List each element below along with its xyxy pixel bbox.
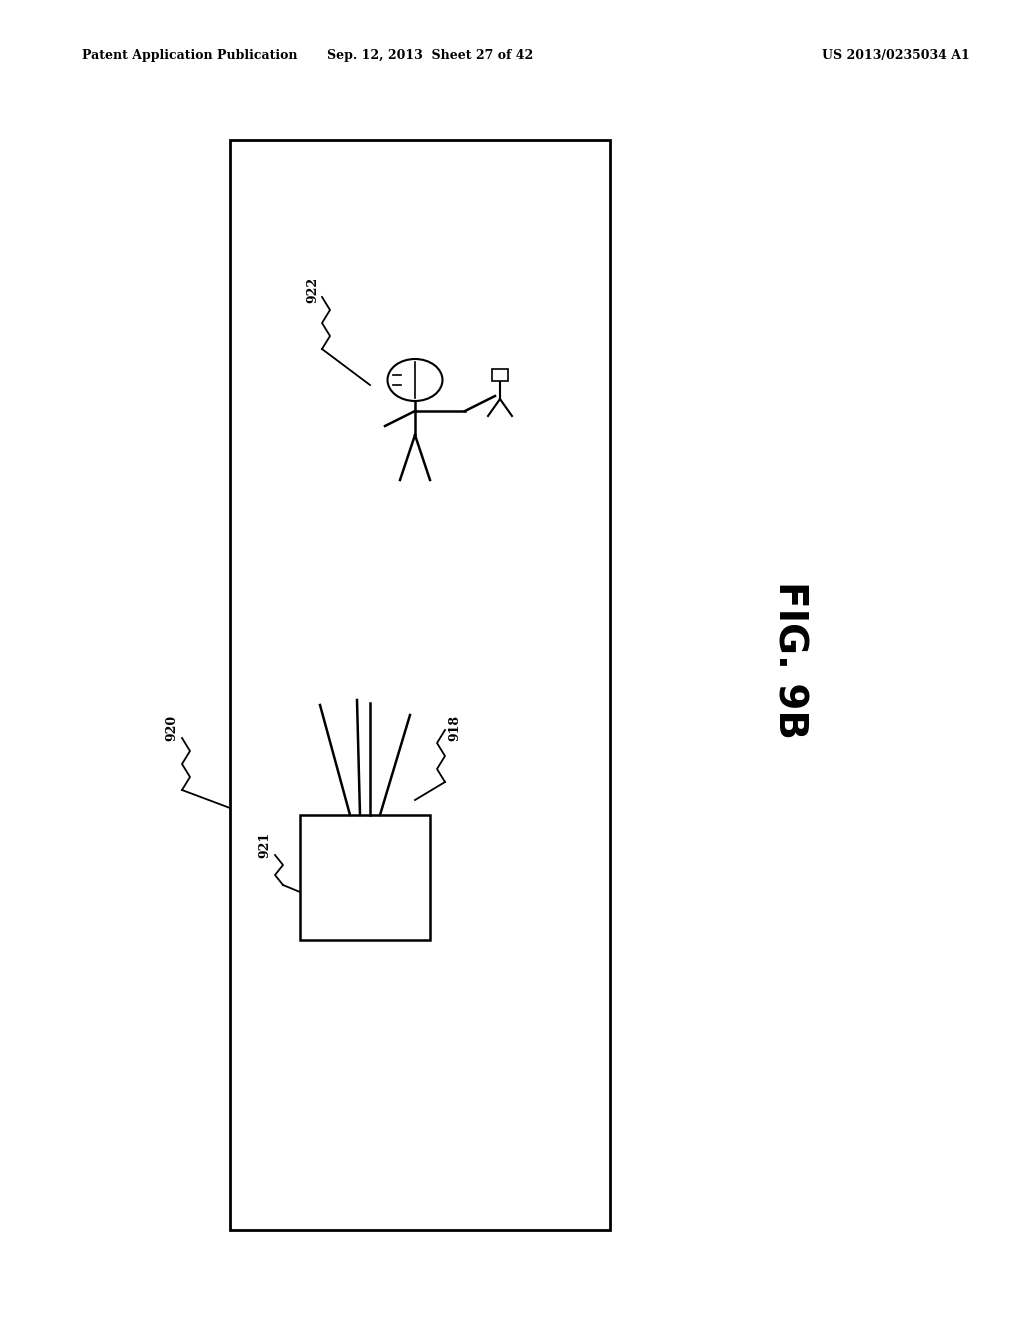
Text: US 2013/0235034 A1: US 2013/0235034 A1: [822, 49, 970, 62]
Bar: [300, 814, 430, 940]
Text: Sep. 12, 2013  Sheet 27 of 42: Sep. 12, 2013 Sheet 27 of 42: [327, 49, 534, 62]
Text: 922: 922: [306, 277, 319, 304]
Text: 921: 921: [258, 832, 271, 858]
Text: FIG. 9B: FIG. 9B: [771, 581, 809, 739]
Bar: [230, 140, 610, 1230]
Text: Patent Application Publication: Patent Application Publication: [82, 49, 298, 62]
Ellipse shape: [387, 359, 442, 401]
Text: 920: 920: [166, 715, 178, 741]
Text: 918: 918: [449, 715, 462, 741]
Bar: [492, 370, 508, 381]
